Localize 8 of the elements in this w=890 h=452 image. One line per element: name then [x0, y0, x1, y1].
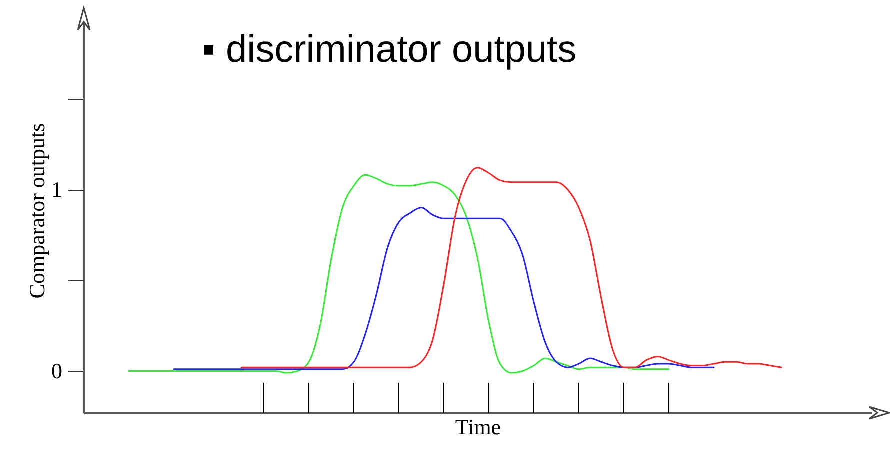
y-axis-title: Comparator outputs	[24, 123, 50, 299]
line-series	[240, 167, 782, 368]
y-tick-label: 0	[52, 358, 62, 384]
line-series	[128, 174, 670, 374]
text: ▪ discriminator outputs	[202, 29, 577, 71]
x-axis-title: Time	[455, 414, 502, 440]
y-tick-label: 1	[52, 177, 62, 202]
line-series	[173, 207, 715, 370]
